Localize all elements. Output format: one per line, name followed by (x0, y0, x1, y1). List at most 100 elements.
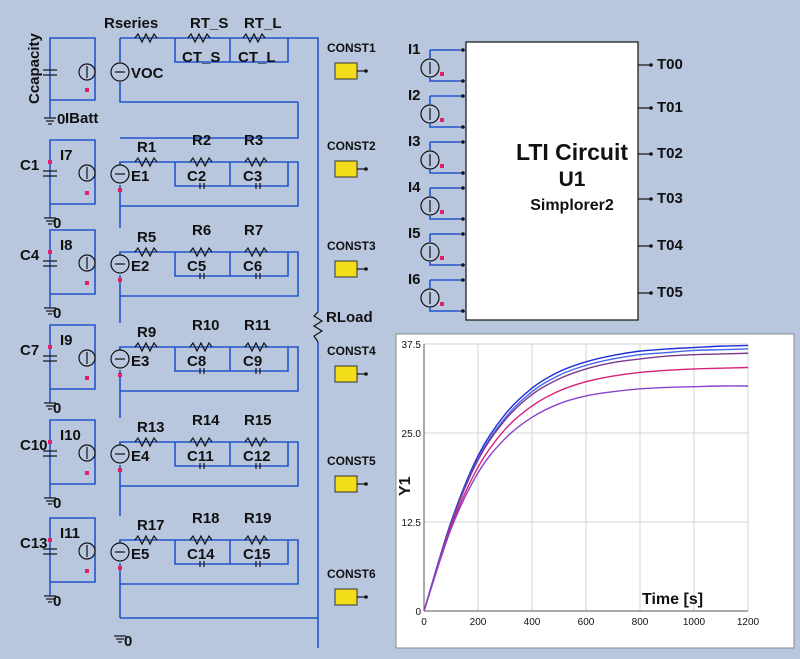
const-label: CONST2 (327, 139, 376, 153)
y-tick-label: 37.5 (402, 340, 422, 351)
const-box[interactable] (334, 588, 358, 606)
resistor-symbol (189, 341, 213, 353)
rload-label: RLoad (326, 309, 373, 326)
resistor-symbol (244, 341, 268, 353)
resistor-symbol (244, 436, 268, 448)
const-box[interactable] (334, 260, 358, 278)
cell-r1-label: R9 (137, 324, 156, 341)
cell-r1-label: R13 (137, 419, 165, 436)
resistor-symbol (134, 436, 158, 448)
const-label: CONST5 (327, 454, 376, 468)
ct-l-label: CT_L (238, 49, 276, 66)
resistor-symbol (242, 32, 266, 44)
cell-e-label: E2 (131, 258, 149, 275)
const-block[interactable]: CONST1 (327, 41, 376, 80)
battery-cell: 0 C1 I7 R1 R2 R3 C2 C3 E1 (20, 132, 299, 232)
source-label: I4 (408, 179, 421, 196)
cell-c2-label: C2 (187, 168, 206, 185)
const-label: CONST4 (327, 344, 376, 358)
rseries-label: Rseries (104, 15, 158, 32)
ground-label: 0 (57, 111, 65, 128)
ibatt-label: IBatt (65, 110, 98, 127)
capacitor-symbol (43, 69, 57, 76)
const-block[interactable]: CONST6 (327, 567, 376, 606)
cell-e-label: E1 (131, 168, 149, 185)
battery-cell: 0 C13 I11 R17 R18 R19 C14 C15 E5 0 (20, 510, 318, 650)
resistor-symbol (134, 156, 158, 168)
y-tick-label: 0 (415, 607, 421, 618)
cell-r2-label: R14 (192, 412, 220, 429)
resistor-symbol (244, 246, 268, 258)
resistor-symbol (134, 246, 158, 258)
const-block[interactable]: CONST5 (327, 454, 376, 493)
const-block[interactable]: CONST4 (327, 344, 376, 383)
line-chart: 0 200 400 600 800 1000 1200 0 12.5 25.0 37.5 (402, 340, 760, 628)
cell-capacitor-label: C13 (20, 535, 48, 552)
const-box[interactable] (334, 62, 358, 80)
x-tick-label: 1200 (737, 617, 760, 628)
x-tick-label: 1000 (683, 617, 706, 628)
lti-subtitle: Simplorer2 (530, 197, 614, 214)
battery-cell: 0 C7 I9 R9 R10 R11 C8 C9 E3 (20, 317, 299, 418)
resistor-symbol (187, 32, 211, 44)
series-line (423, 352, 749, 612)
ground-label: 0 (53, 400, 61, 417)
resistor-symbol (189, 436, 213, 448)
y-tick-label: 25.0 (402, 429, 422, 440)
output-label: T04 (657, 237, 684, 254)
cell-c3-label: C3 (243, 168, 262, 185)
source-label: I1 (408, 41, 421, 58)
const-block[interactable]: CONST3 (327, 239, 376, 278)
resistor-symbol (189, 534, 213, 546)
source-label: I6 (408, 271, 421, 288)
cell-source-label: I11 (60, 525, 80, 542)
cell-capacitor-label: C4 (20, 247, 40, 264)
source-label: I2 (408, 87, 421, 104)
cell-c3-label: C9 (243, 353, 262, 370)
cell-r3-label: R15 (244, 412, 272, 429)
ct-s-label: CT_S (182, 49, 220, 66)
series-line (423, 366, 749, 612)
x-tick-label: 200 (470, 617, 487, 628)
battery-cell: 0 C4 I8 R5 R6 R7 C5 C6 E2 (20, 222, 299, 323)
x-tick-label: 600 (578, 617, 595, 628)
source-label: I3 (408, 133, 421, 150)
ccapacity-label: Ccapacity (26, 32, 43, 104)
ground-label: 0 (53, 215, 61, 232)
lti-circuit-block[interactable] (465, 41, 639, 321)
rload-resistor (312, 311, 324, 343)
cell-r1-label: R17 (137, 517, 165, 534)
lti-instance: U1 (559, 168, 586, 191)
y-tick-label: 12.5 (402, 518, 422, 529)
resistor-symbol (134, 32, 158, 44)
cell-r3-label: R19 (244, 510, 272, 527)
x-tick-label: 800 (632, 617, 649, 628)
cell-c2-label: C8 (187, 353, 206, 370)
output-label: T01 (657, 99, 683, 116)
const-box[interactable] (334, 475, 358, 493)
ground-symbol (44, 117, 56, 125)
const-block[interactable]: CONST2 (327, 139, 376, 178)
const-box[interactable] (334, 160, 358, 178)
chart-ylabel: Y1 (397, 476, 414, 496)
const-label: CONST6 (327, 567, 376, 581)
source-label: I5 (408, 225, 421, 242)
ground-label: 0 (53, 495, 61, 512)
cell-c3-label: C12 (243, 448, 271, 465)
chart-panel: 0 200 400 600 800 1000 1200 0 12.5 25.0 37.5 Time … (395, 333, 795, 649)
output-pin: T02 (638, 145, 683, 162)
const-box[interactable] (334, 365, 358, 383)
cell-capacitor-label: C7 (20, 342, 39, 359)
rt-l-label: RT_L (244, 15, 282, 32)
cell-r2-label: R6 (192, 222, 211, 239)
cell-c3-label: C15 (243, 546, 271, 563)
current-source-symbol (78, 63, 96, 81)
cell-capacitor-label: C10 (20, 437, 48, 454)
chart-xlabel: Time [s] (642, 591, 703, 608)
series-line (423, 344, 749, 612)
cell-e-label: E4 (131, 448, 150, 465)
voc-label: VOC (131, 65, 164, 82)
cell-r1-label: R5 (137, 229, 156, 246)
cell-r3-label: R7 (244, 222, 263, 239)
